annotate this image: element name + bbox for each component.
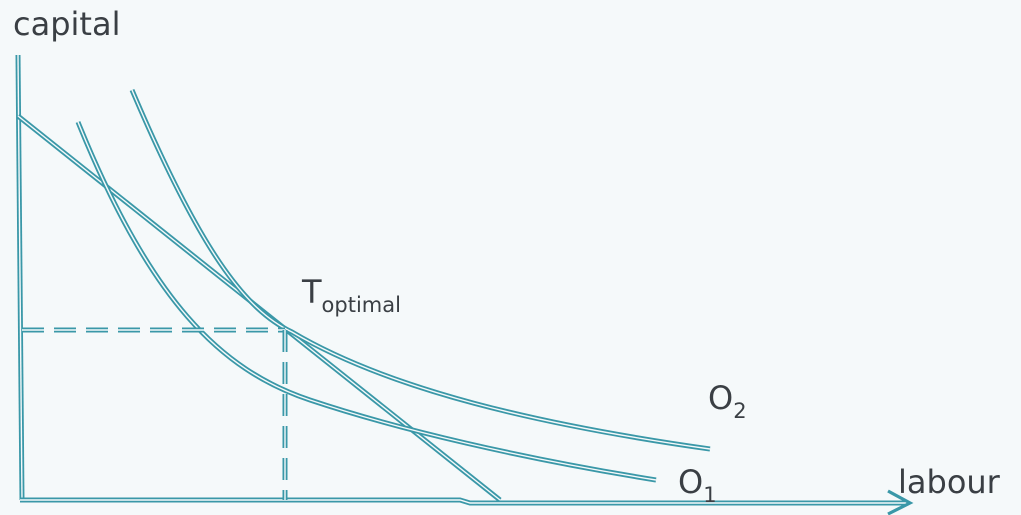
optimal-point-label: Toptimal xyxy=(302,273,401,316)
y-axis-label: capital xyxy=(13,5,121,43)
isoquant-o1-label: O1 xyxy=(678,463,717,506)
x-axis xyxy=(20,497,905,506)
optimal-point-sub: optimal xyxy=(321,293,401,317)
isoquant-o1-main: O xyxy=(678,463,704,501)
isoquant-o1 xyxy=(75,121,657,483)
isoquant-o2-main: O xyxy=(708,379,734,417)
optimal-point-main: T xyxy=(302,273,322,311)
isoquant-o2-sub: 2 xyxy=(733,399,747,423)
y-axis xyxy=(15,54,25,501)
arrow-right-icon xyxy=(887,489,914,515)
x-axis-label: labour xyxy=(898,463,1000,501)
isoquant-o2 xyxy=(129,89,711,452)
isoquant-o1-sub: 1 xyxy=(703,483,717,507)
isoquant-o2-label: O2 xyxy=(708,379,747,422)
